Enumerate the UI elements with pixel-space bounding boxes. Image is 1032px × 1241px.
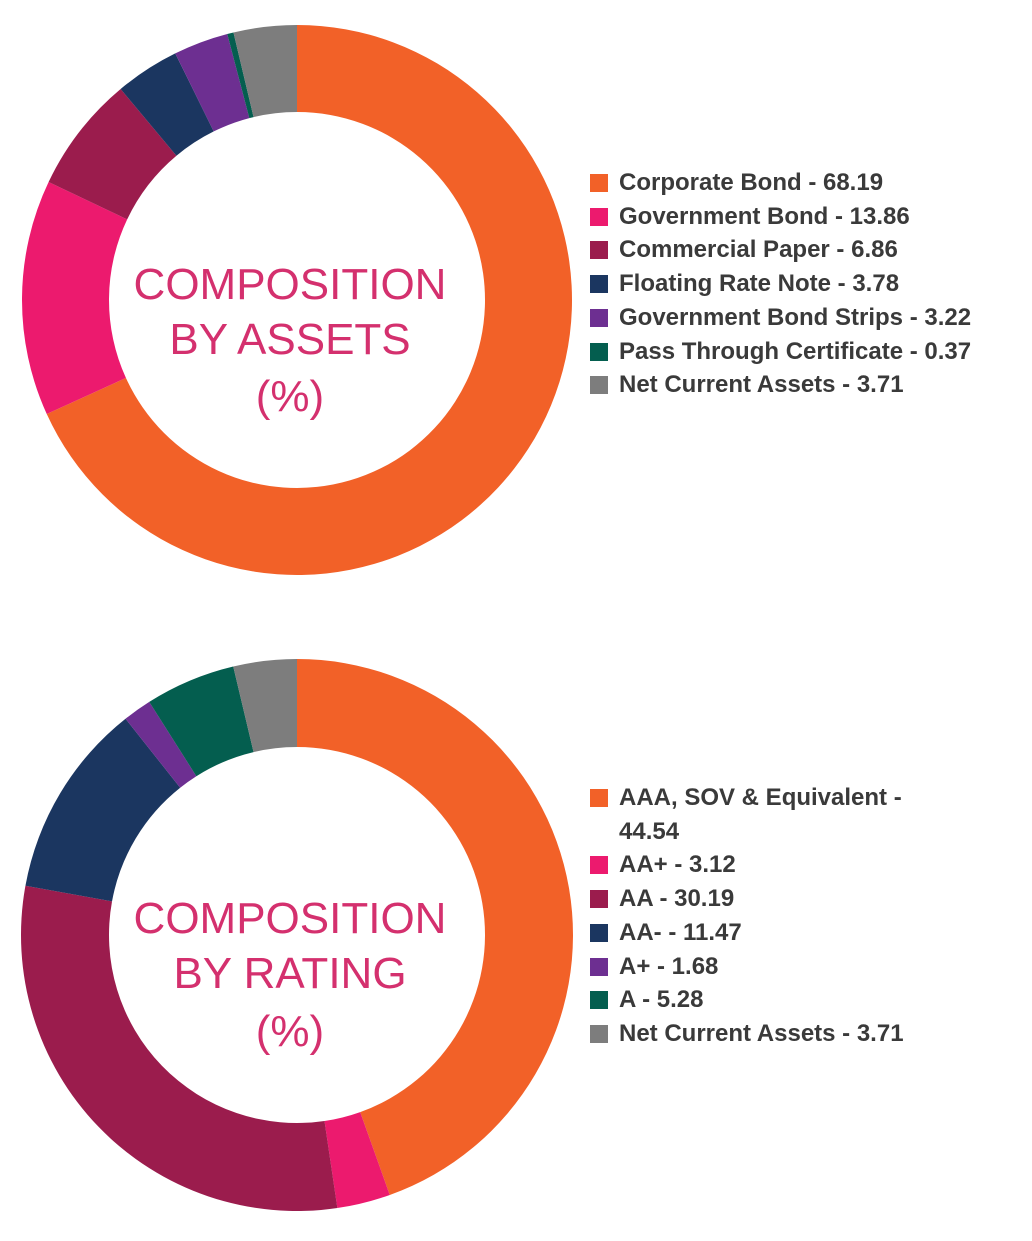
assets-slices [21,25,572,575]
legend-label: Net Current Assets - 3.71 [619,1019,904,1047]
rating-donut: COMPOSITION BY RATING (%) [20,659,573,1211]
composition-by-assets-chart: COMPOSITION BY ASSETS (%) Corporate Bond… [0,0,1032,600]
legend-label: Net Current Assets - 3.71 [619,371,904,399]
assets-slice-6 [227,32,254,119]
legend-item: Floating Rate Note - 3.78 [590,267,1030,301]
legend-label: Commercial Paper - 6.86 [619,236,898,264]
legend-swatch [590,991,608,1010]
rating-slices [20,659,573,1211]
rating-slice-3 [20,885,338,1211]
legend-swatch [590,241,608,260]
assets-slice-4 [120,53,214,156]
assets-center-title-line1: COMPOSITION [134,260,447,309]
legend-swatch [590,1024,608,1043]
legend-swatch [590,856,608,875]
rating-slice-6 [149,666,254,777]
rating-slice-7 [233,659,297,753]
assets-legend: Corporate Bond - 68.19 Government Bond -… [590,166,1030,402]
legend-item: AA+ - 3.12 [590,848,940,882]
legend-item: A+ - 1.68 [590,950,940,984]
assets-center-title-line3: (%) [256,372,324,421]
legend-swatch [590,923,608,942]
assets-slice-7 [233,25,297,118]
rating-slice-5 [125,701,197,788]
legend-swatch [590,376,608,395]
legend-label: AAA, SOV & Equivalent - 44.54 [619,784,902,845]
assets-donut: COMPOSITION BY ASSETS (%) [21,25,572,575]
legend-item: AAA, SOV & Equivalent - 44.54 [590,781,940,848]
legend-swatch [590,957,608,976]
rating-slice-4 [25,718,181,902]
legend-item: Pass Through Certificate - 0.37 [590,335,1030,369]
rating-center-title-line3: (%) [256,1007,324,1056]
assets-slice-1 [46,25,572,575]
legend-item: AA - 30.19 [590,882,940,916]
legend-label: Pass Through Certificate - 0.37 [619,337,972,365]
composition-by-rating-chart: COMPOSITION BY RATING (%) AAA, SOV & Equ… [0,630,1032,1241]
legend-swatch [590,207,608,226]
assets-center-title-line2: BY ASSETS [169,315,410,364]
assets-slice-5 [175,33,250,132]
legend-swatch [590,789,608,807]
legend-label: Floating Rate Note - 3.78 [619,270,900,298]
legend-label: A+ - 1.68 [619,952,719,980]
rating-legend: AAA, SOV & Equivalent - 44.54 AA+ - 3.12… [590,781,940,1051]
legend-label: Government Bond - 13.86 [619,202,910,230]
assets-slice-3 [48,89,177,220]
legend-item: Net Current Assets - 3.71 [590,1017,940,1051]
legend-label: AA - 30.19 [619,885,735,913]
legend-item: Commercial Paper - 6.86 [590,233,1030,267]
legend-swatch [590,275,608,294]
legend-label: Government Bond Strips - 3.22 [619,303,972,331]
legend-swatch [590,342,608,361]
rating-slice-2 [324,1112,390,1209]
legend-swatch [590,174,608,192]
legend-item: Government Bond Strips - 3.22 [590,301,1030,335]
legend-swatch [590,308,608,327]
legend-label: Corporate Bond - 68.19 [619,169,884,196]
assets-slice-2 [21,182,128,415]
legend-label: AA- - 11.47 [619,918,742,946]
legend-item: Government Bond - 13.86 [590,200,1030,234]
rating-center-title-line2: BY RATING [173,949,406,998]
legend-label: A - 5.28 [619,986,704,1014]
legend-label: AA+ - 3.12 [619,851,736,879]
legend-item: Corporate Bond - 68.19 [590,166,1030,200]
rating-slice-1 [297,659,573,1195]
legend-item: AA- - 11.47 [590,916,940,950]
legend-item: Net Current Assets - 3.71 [590,368,1030,402]
legend-swatch [590,890,608,909]
legend-item: A - 5.28 [590,983,940,1017]
rating-center-title-line1: COMPOSITION [134,894,447,943]
